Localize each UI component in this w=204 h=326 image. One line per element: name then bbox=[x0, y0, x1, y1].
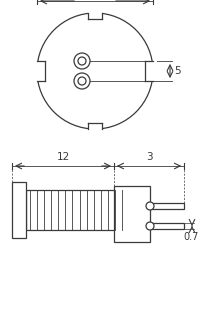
Circle shape bbox=[146, 222, 154, 230]
Text: 0.7: 0.7 bbox=[183, 232, 199, 242]
Bar bbox=[33, 61, 45, 81]
Bar bbox=[150, 223, 184, 229]
Text: 5: 5 bbox=[174, 66, 181, 76]
Bar bbox=[88, 9, 102, 19]
Bar bbox=[145, 61, 157, 81]
Circle shape bbox=[146, 202, 154, 210]
Bar bbox=[12, 182, 26, 238]
Text: 3: 3 bbox=[146, 152, 152, 162]
Bar bbox=[88, 123, 102, 133]
Bar bbox=[114, 186, 150, 242]
Bar bbox=[150, 203, 184, 209]
Text: 12: 12 bbox=[56, 152, 70, 162]
Bar bbox=[26, 190, 126, 230]
